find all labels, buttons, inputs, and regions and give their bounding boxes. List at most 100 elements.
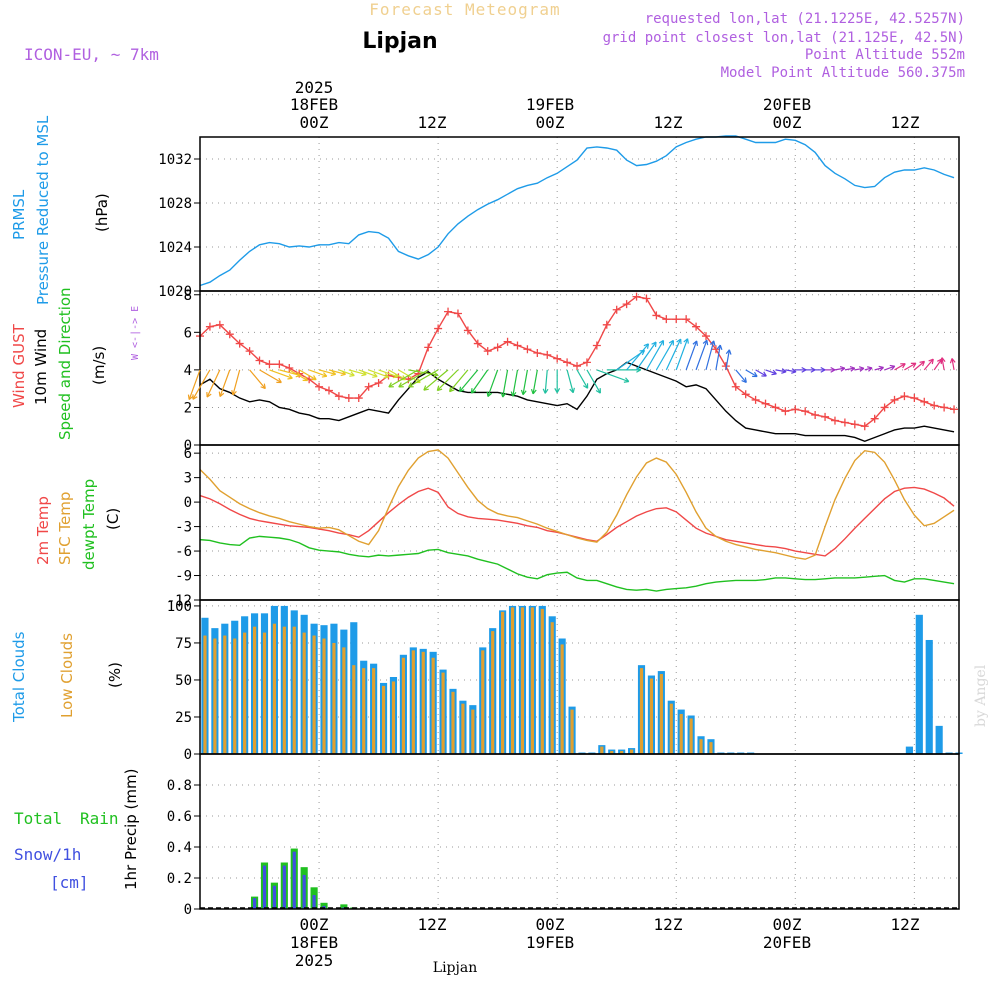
wind-arrow-head [683,338,689,344]
gust-marker [344,394,353,403]
label-total: Total [14,809,62,828]
wind-arrow-head [781,368,787,374]
wind-arrow [735,369,747,383]
bar-clouds-1 [659,674,663,754]
bar-clouds-1 [282,626,286,754]
wind-arrow [459,369,479,393]
top-date-18feb: 18FEB [290,95,338,114]
label-speed-direction: Speed and Direction [56,287,74,440]
wind-arrow [775,369,787,373]
gust-marker [513,341,522,350]
gust-marker [315,382,324,391]
bar-precip-1 [282,865,286,909]
bar-clouds-1 [501,611,505,754]
wind-arrow [755,369,767,377]
gust-marker [582,358,591,367]
gust-marker [791,405,800,414]
wind-arrow [259,369,282,383]
panel-frame-pressure [199,136,960,292]
wind-arrow-head [388,382,394,388]
bar-clouds-1 [639,668,644,754]
wind-arrow [894,363,906,371]
wind-arrow [348,369,367,376]
bottom-tick-0: 00Z [300,915,329,934]
wind-arrow-head [725,349,732,355]
wind-arrow-head [761,371,767,377]
gust-marker [781,407,790,416]
bar-clouds-1 [699,739,703,754]
wind-arrow-head [470,388,477,394]
wind-arrow-head [741,377,747,383]
top-date-19feb: 19FEB [526,95,574,114]
ytick-label-wind-3: 6 [184,325,192,341]
wind-arrow [219,369,231,397]
wind-arrow-head [520,389,527,396]
bar-precip-0 [340,904,348,909]
gust-marker [930,401,939,410]
wind-arrow-head [889,364,896,371]
label-cm: [cm] [50,873,89,892]
wind-arrow [844,367,855,371]
gust-marker [334,392,343,401]
wind-arrow [512,369,519,397]
ytick-label-clouds-2: 50 [175,673,192,689]
bar-clouds-1 [689,718,693,754]
wind-arrow-head [276,377,282,384]
gust-marker [503,337,512,346]
top-date-20feb: 20FEB [763,95,811,114]
wind-arrow [626,343,649,371]
gust-marker [573,362,582,371]
wind-arrow-head [583,383,589,389]
ytick-label-clouds-1: 25 [175,710,192,726]
wind-arrow-head [398,382,404,388]
bar-clouds-1 [391,681,396,754]
top-title: Forecast Meteogram [369,0,560,19]
gust-marker [285,364,294,372]
label-2m-temp: 2m Temp [34,496,52,565]
gust-marker [900,392,909,401]
label-celsius: (C) [104,508,122,530]
wind-arrow-head [919,360,926,367]
wind-arrow [368,369,389,378]
model-point-altitude: Model Point Altitude 560.375m [721,65,965,81]
wind-arrow-head [595,388,601,394]
wind-arrow-head [830,366,836,373]
wind-arrow-head [287,374,293,380]
wind-arrow [655,340,674,371]
gust-marker [910,394,919,403]
gust-marker [682,315,691,324]
wind-arrow [854,367,864,371]
wind-arrow [423,369,449,391]
label-hpa: (hPa) [93,193,111,232]
label-ms: (m/s) [90,346,108,385]
wind-arrow-head [554,388,561,393]
bar-clouds-1 [600,746,604,754]
wind-arrow [566,369,574,393]
bar-clouds-1 [709,742,713,754]
bar-clouds-1 [421,651,425,754]
gust-marker [870,414,879,423]
gust-marker [940,403,949,412]
wind-arrow [206,369,221,398]
gust-marker [850,420,859,429]
wind-arrow-head [849,365,856,372]
gust-marker [672,315,681,324]
wind-arrow [378,369,398,378]
bar-clouds-1 [669,703,673,754]
ytick-label-precip-2: 0.4 [167,840,192,856]
wind-arrow-head [510,391,517,397]
gust-marker [553,354,562,363]
wind-arrow-head [636,366,642,373]
bar-clouds-1 [491,631,495,754]
wind-arrow [318,369,336,375]
wind-arrow-head [820,366,826,373]
wind-arrow-head [867,366,873,372]
ytick-label-pressure-0: 1020 [158,284,192,300]
bar-clouds-0 [935,725,943,754]
wind-arrow-head [530,388,537,395]
wind-arrow-head [383,372,390,379]
label-pressure-msl: Pressure Reduced to MSL [34,115,52,305]
gust-marker [424,343,433,352]
gust-marker [840,418,849,427]
wind-arrow [398,369,421,383]
